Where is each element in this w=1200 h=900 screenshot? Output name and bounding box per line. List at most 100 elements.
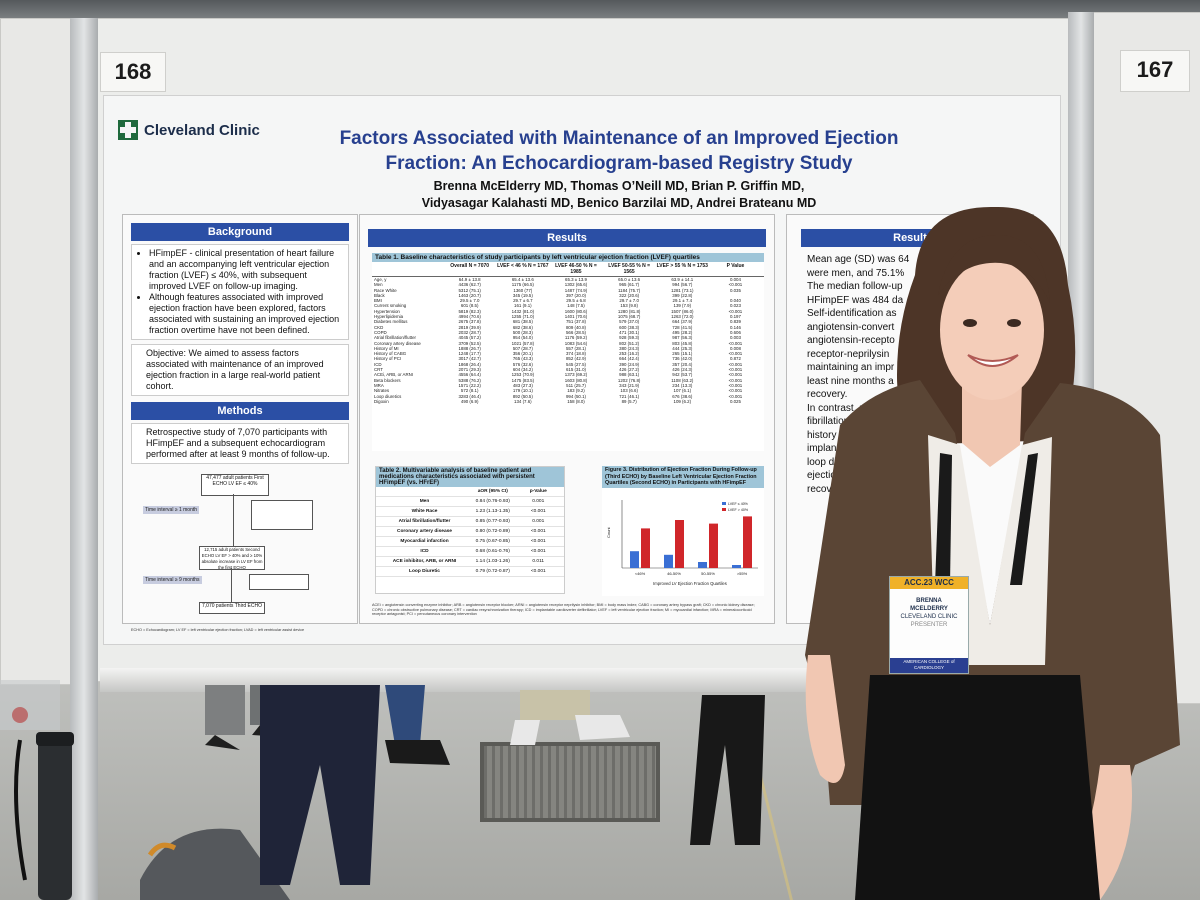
table-cell: 681 (38.5) [512,319,533,325]
background-text: HFimpEF - clinical presentation of heart… [131,244,349,340]
presenter-neck [962,380,1022,467]
table-1-caption: Table 1. Baseline characteristics of stu… [372,253,764,262]
table-cell: Atrial fibrillation/flutter [398,519,451,524]
table-1-col-3: LVEF 46-50 % N = 1985 [555,263,597,275]
table-cell: 1600 (80.6) [564,308,588,314]
badge-org: CLEVELAND CLINIC [900,614,958,620]
table-row: Hypertension 5819 (82.3) 1432 (81.0) 1600 (… [372,309,764,314]
table-row: Hyperlipidemia 4994 (70.6) 1255 (71.0) 1401… [372,314,764,319]
table-cell: 397 (20.0) [565,292,586,298]
objective-text: Objective: We aimed to assess factors as… [131,344,349,396]
table-row: Age, y 64.9 ± 13.8 65.4 ± 13.6 65.3 ± 13.9 6… [372,277,764,282]
table-cell: 579 (37.0) [619,319,640,325]
table-row: Men 4436 (62.7) 1175 (66.5) 1302 (65.6) 965 … [372,282,764,287]
table-cell: White Race [411,509,438,514]
table-cell: 357 (20.4) [672,361,693,367]
table-cell: 557 (28.1) [565,345,586,351]
table-cell: 1360 (77) [513,287,533,293]
table-cell: 809 (40.8) [565,324,586,330]
table-cell: 0.85 (0.77-0.93) [475,519,510,524]
table-row: White Race 1.23 (1.13-1.35) <0.001 [376,507,564,517]
table-cell: 765 (43.3) [512,356,533,362]
table-cell: 664 (37.9) [672,319,693,325]
figure-3: Figure 3. Distribution of Ejection Fract… [602,466,764,596]
table-cell: 1888 (26.7) [458,345,481,351]
table-cell: 1202 (76.8) [617,377,641,383]
table-2-caption: Table 2. Multivariable analysis of basel… [376,467,564,487]
figure-3-chart: <46% 46-50% 50-55% >55% Improved LV Ejection… [606,499,758,586]
table-cell: 471 (30.1) [619,329,640,335]
table-1-col-4: LVEF 50-55 % N = 1565 [608,263,650,275]
table-cell: 942 (53.7) [672,372,693,378]
table-cell: <0.001 [728,351,743,357]
table-row: ACE inhibitor, ARB, or ARNI 1.14 (1.03-1.… [376,557,564,567]
table-cell: 65.3 ± 13.9 [565,277,587,282]
rr-line-16: loop di [807,456,837,468]
table-cell: 399 (22.8) [672,292,693,298]
table-cell: 161 (9.1) [514,303,532,309]
table-cell: 1083 (54.6) [564,340,588,346]
table-cell: 572 (8.1) [460,388,479,394]
rr-line-1: Mean age (SD) was 64 [807,254,910,265]
table-cell: 0.79 (0.72-0.87) [475,569,510,574]
table-cell: History of CABG [374,351,407,357]
table-cell: 965 (61.7) [619,282,640,288]
table-cell: 65.4 ± 13.6 [511,277,534,282]
rr-line-13: fibrillation/flut [807,416,866,427]
table-cell: 253 (16.2) [619,351,640,357]
table-cell: 4045 (57.2) [458,335,481,341]
table-cell: 576 (32.6) [512,361,533,367]
table-cell: 1463 (20.7) [458,292,481,298]
hall-ceiling [0,0,1200,18]
floor-grate [480,742,660,822]
presenter-face [940,260,1044,400]
table-cell: 1373 (69.2) [564,372,588,378]
table-cell: 954 (54.0) [512,335,533,341]
table-cell: 179 (10.1) [512,388,533,394]
flow-tag-9-months: Time interval ≥ 9 months [143,576,202,584]
table-cell: <0.001 [728,377,743,383]
rr-line-8: receptor-neprilysin [807,348,890,360]
flow-box-second-echo: 12,715 adult patients Second ECHO LV EF … [199,546,265,570]
figure-3-ylabel: Count [606,526,611,538]
table-cell: 29.1 ± 7.4 [672,298,693,304]
table-cell: 345 (19.5) [512,292,533,298]
table-cell: 803 (45.8) [672,340,693,346]
table-row: Current smoking 601 (8.5) 161 (9.1) 148 (7.… [372,303,764,308]
figure-3-tick-label: 46-50% [667,571,681,576]
water-bottle [38,738,72,900]
table-cell: 928 (59.3) [619,335,640,341]
table-cell: 0.872 [729,356,741,362]
table-cell: 107 (6.1) [673,388,692,394]
table-cell: 615 (31.0) [565,367,586,373]
table-cell: 343 (21.9) [619,382,640,388]
table-cell: <0.001 [530,529,546,534]
table-cell: <0.001 [728,308,743,314]
table-2-header: aOR (95% CI) p-Value [376,487,564,497]
table-cell: 1401 (70.6) [564,314,588,320]
table-cell: 721 (46.1) [619,393,640,399]
table-row: History of CABG 1248 (17.7) 356 (20.1) 374 … [372,351,764,356]
background-bullet-2: Although features associated with improv… [149,292,342,336]
table-cell: 1108 (63.2) [671,377,694,383]
table-cell: <0.001 [530,569,546,574]
table-2-body: Men 0.84 (0.76-0.93) 0.001 White Race 1.23 (… [376,497,564,577]
badge-first-name: BRENNA [916,598,942,604]
table-row: BMI 29.5 ± 7.0 29.7 ± 6.7 29.5 ± 6.8 29.7 ± … [372,298,764,303]
table-cell: 4436 (62.7) [458,282,481,288]
table-cell: <0.001 [728,361,743,367]
table-cell: 0.023 [729,303,741,309]
table-cell: 601 (8.5) [460,303,479,309]
table-cell: 153 (9.8) [620,303,638,309]
badge-footer: AMERICAN COLLEGE of CARDIOLOGY [890,658,968,673]
table-cell: 1175 (66.5) [511,282,534,288]
person-dark-trousers [260,685,380,885]
table-cell: 1.14 (1.03-1.26) [475,559,510,564]
table-cell: CKD [374,324,384,330]
table-cell: ACE inhibitor, ARB, or ARNI [392,559,457,564]
figure-3-bar-high [675,519,684,568]
table-cell: 64.9 ± 13.8 [458,277,481,282]
table-cell: 988 (63.1) [619,372,640,378]
methods-flowchart: 47,477 adult patients First ECHO LV EF ≤… [123,464,357,614]
table-cell: 134 (7.6) [514,398,532,404]
